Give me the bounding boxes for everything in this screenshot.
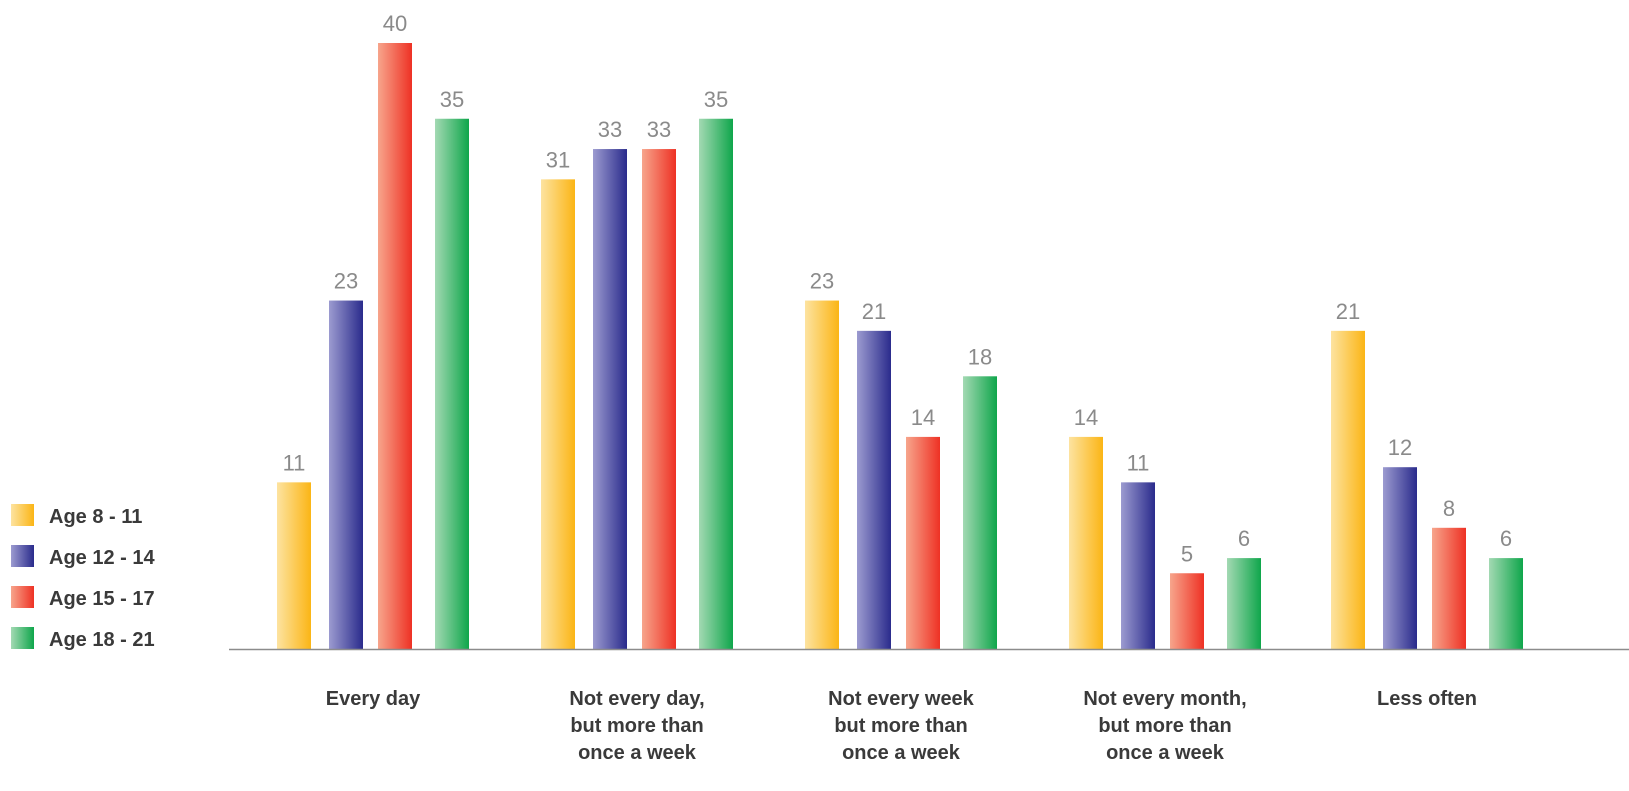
value-label-series-2-category-5: 12 — [1388, 435, 1412, 460]
value-label-series-4-category-2: 35 — [704, 87, 728, 112]
value-label-series-4-category-3: 18 — [968, 344, 992, 369]
value-label-series-2-category-2: 33 — [598, 117, 622, 142]
value-label-series-4-category-5: 6 — [1500, 526, 1512, 551]
category-label-3: Not every week but more than once a week — [828, 688, 975, 764]
bar-series-2-category-4 — [1121, 482, 1155, 649]
category-label-2-line-2: but more than — [570, 715, 703, 737]
legend: Age 8 - 11 Age 12 - 14 Age 15 - 17 Age 18 -… — [11, 504, 155, 651]
bar-series-4-category-3 — [963, 376, 997, 649]
category-label-1-line-1: Every day — [326, 688, 421, 710]
value-label-series-1-category-1: 11 — [283, 450, 306, 475]
bar-series-4-category-4 — [1227, 558, 1261, 649]
value-label-series-2-category-3: 21 — [862, 299, 886, 324]
category-labels-layer: Every day Not every day, but more than once… — [326, 688, 1477, 764]
category-label-5-line-1: Less often — [1377, 688, 1477, 710]
category-label-2: Not every day, but more than once a week — [569, 688, 704, 764]
value-labels-layer: 11 31 23 14 21 23 33 21 11 12 40 33 14 5 8 35 35 18 6 6 — [283, 11, 1513, 566]
legend-label-2: Age 12 - 14 — [49, 547, 155, 569]
bar-series-4-category-1 — [435, 118, 469, 649]
category-label-1: Every day — [326, 688, 421, 710]
bar-series-3-category-1 — [378, 43, 412, 649]
bar-series-1-category-5 — [1331, 330, 1365, 649]
bar-series-1-category-1 — [277, 482, 311, 649]
legend-label-3: Age 15 - 17 — [49, 588, 155, 610]
legend-label-1: Age 8 - 11 — [49, 506, 142, 528]
value-label-series-3-category-3: 14 — [911, 405, 935, 430]
bar-series-2-category-3 — [857, 330, 891, 649]
category-label-5: Less often — [1377, 688, 1477, 710]
value-label-series-1-category-5: 21 — [1336, 299, 1360, 324]
value-label-series-1-category-3: 23 — [810, 269, 834, 294]
value-label-series-4-category-4: 6 — [1238, 526, 1250, 551]
category-label-2-line-1: Not every day, — [569, 688, 704, 710]
category-label-4-line-2: but more than — [1098, 715, 1231, 737]
value-label-series-3-category-1: 40 — [383, 11, 407, 36]
bar-series-2-category-2 — [593, 149, 627, 650]
bar-series-4-category-2 — [699, 118, 733, 649]
value-label-series-3-category-4: 5 — [1181, 541, 1193, 566]
legend-label-4: Age 18 - 21 — [49, 629, 155, 651]
value-label-series-4-category-1: 35 — [440, 87, 464, 112]
category-label-2-line-3: once a week — [578, 742, 697, 764]
category-label-4-line-3: once a week — [1106, 742, 1225, 764]
bar-series-1-category-2 — [541, 179, 575, 649]
value-label-series-3-category-5: 8 — [1443, 496, 1455, 521]
category-label-4-line-1: Not every month, — [1083, 688, 1246, 710]
bar-series-1-category-4 — [1069, 436, 1103, 649]
bar-series-3-category-3 — [906, 436, 940, 649]
value-label-series-1-category-4: 14 — [1074, 405, 1098, 430]
category-label-3-line-2: but more than — [834, 715, 967, 737]
category-label-3-line-3: once a week — [842, 742, 961, 764]
bar-series-4-category-5 — [1489, 558, 1523, 649]
legend-swatch-2 — [11, 545, 34, 567]
bar-series-3-category-4 — [1170, 573, 1204, 649]
legend-swatch-4 — [11, 627, 34, 649]
bar-series-3-category-2 — [642, 149, 676, 650]
category-label-3-line-1: Not every week — [828, 688, 975, 710]
value-label-series-2-category-1: 23 — [334, 269, 358, 294]
bar-series-1-category-3 — [805, 300, 839, 649]
bar-series-2-category-5 — [1383, 467, 1417, 649]
bars-layer — [277, 43, 1523, 650]
category-label-4: Not every month, but more than once a week — [1083, 688, 1246, 764]
value-label-series-3-category-2: 33 — [647, 117, 671, 142]
value-label-series-2-category-4: 11 — [1127, 450, 1150, 475]
bar-series-2-category-1 — [329, 300, 363, 649]
legend-swatch-1 — [11, 504, 34, 526]
legend-swatch-3 — [11, 586, 34, 608]
value-label-series-1-category-2: 31 — [546, 147, 570, 172]
bar-series-3-category-5 — [1432, 527, 1466, 649]
